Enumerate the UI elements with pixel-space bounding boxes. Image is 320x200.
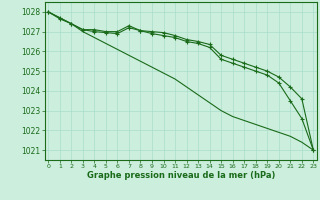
- X-axis label: Graphe pression niveau de la mer (hPa): Graphe pression niveau de la mer (hPa): [87, 171, 275, 180]
